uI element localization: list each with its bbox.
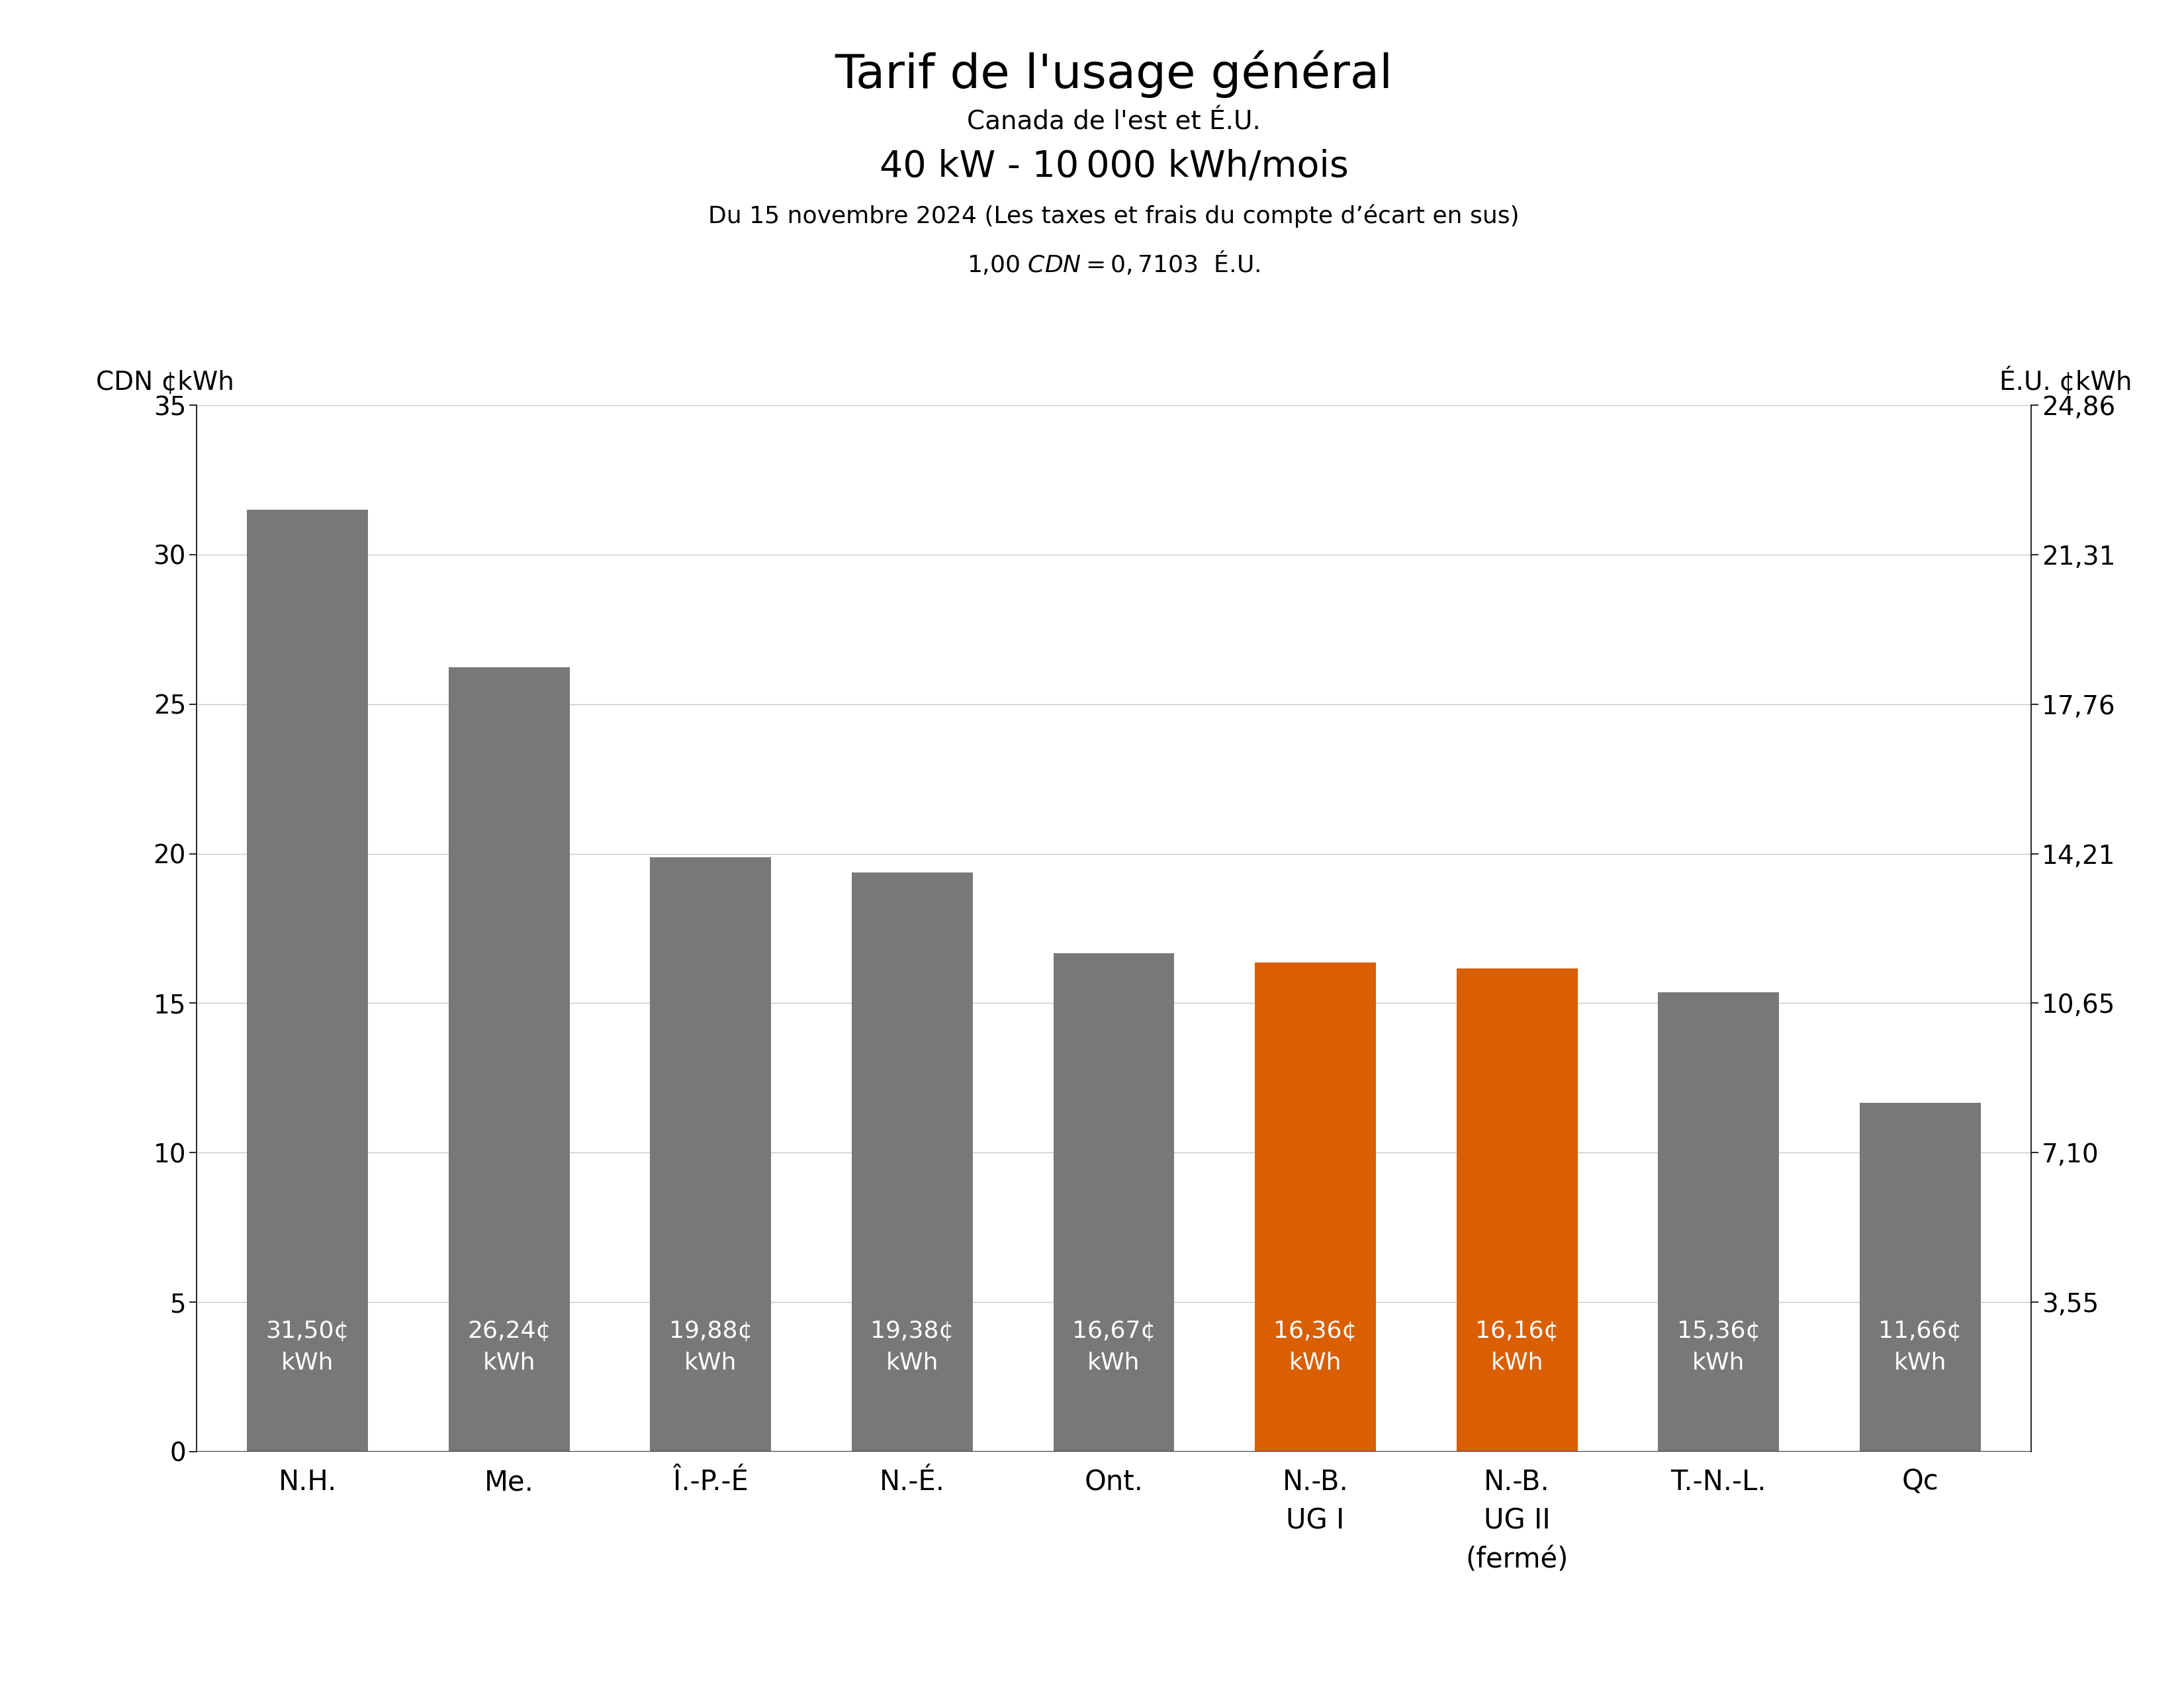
- Text: 31,50¢
kWh: 31,50¢ kWh: [266, 1320, 349, 1374]
- Text: 40 kW - 10 000 kWh/mois: 40 kW - 10 000 kWh/mois: [880, 149, 1348, 184]
- Text: CDN ¢kWh: CDN ¢kWh: [96, 370, 234, 395]
- Text: 19,88¢
kWh: 19,88¢ kWh: [668, 1320, 753, 1374]
- Text: Tarif de l'usage général: Tarif de l'usage général: [834, 51, 1393, 98]
- Text: É.U. ¢kWh: É.U. ¢kWh: [1998, 366, 2132, 395]
- Text: 1,00 $ CDN = 0,7103 $ É.U.: 1,00 $ CDN = 0,7103 $ É.U.: [968, 250, 1260, 277]
- Bar: [448, 667, 570, 1452]
- Text: Canada de l'est et É.U.: Canada de l'est et É.U.: [968, 110, 1260, 135]
- Text: 19,38¢
kWh: 19,38¢ kWh: [871, 1320, 954, 1374]
- Bar: [1457, 969, 1577, 1452]
- Bar: [247, 510, 367, 1452]
- Bar: [1861, 1102, 1981, 1452]
- Bar: [852, 873, 972, 1452]
- Bar: [1658, 993, 1780, 1452]
- Bar: [1256, 962, 1376, 1452]
- Text: 11,66¢
kWh: 11,66¢ kWh: [1878, 1320, 1961, 1374]
- Bar: [651, 858, 771, 1452]
- Text: 15,36¢
kWh: 15,36¢ kWh: [1677, 1320, 1760, 1374]
- Text: 16,36¢
kWh: 16,36¢ kWh: [1273, 1320, 1356, 1374]
- Bar: [1053, 954, 1175, 1452]
- Text: 16,67¢
kWh: 16,67¢ kWh: [1072, 1320, 1155, 1374]
- Text: 26,24¢
kWh: 26,24¢ kWh: [467, 1320, 550, 1374]
- Text: Du 15 novembre 2024 (Les taxes et frais du compte d’écart en sus): Du 15 novembre 2024 (Les taxes et frais …: [708, 204, 1520, 228]
- Text: 16,16¢
kWh: 16,16¢ kWh: [1474, 1320, 1559, 1374]
